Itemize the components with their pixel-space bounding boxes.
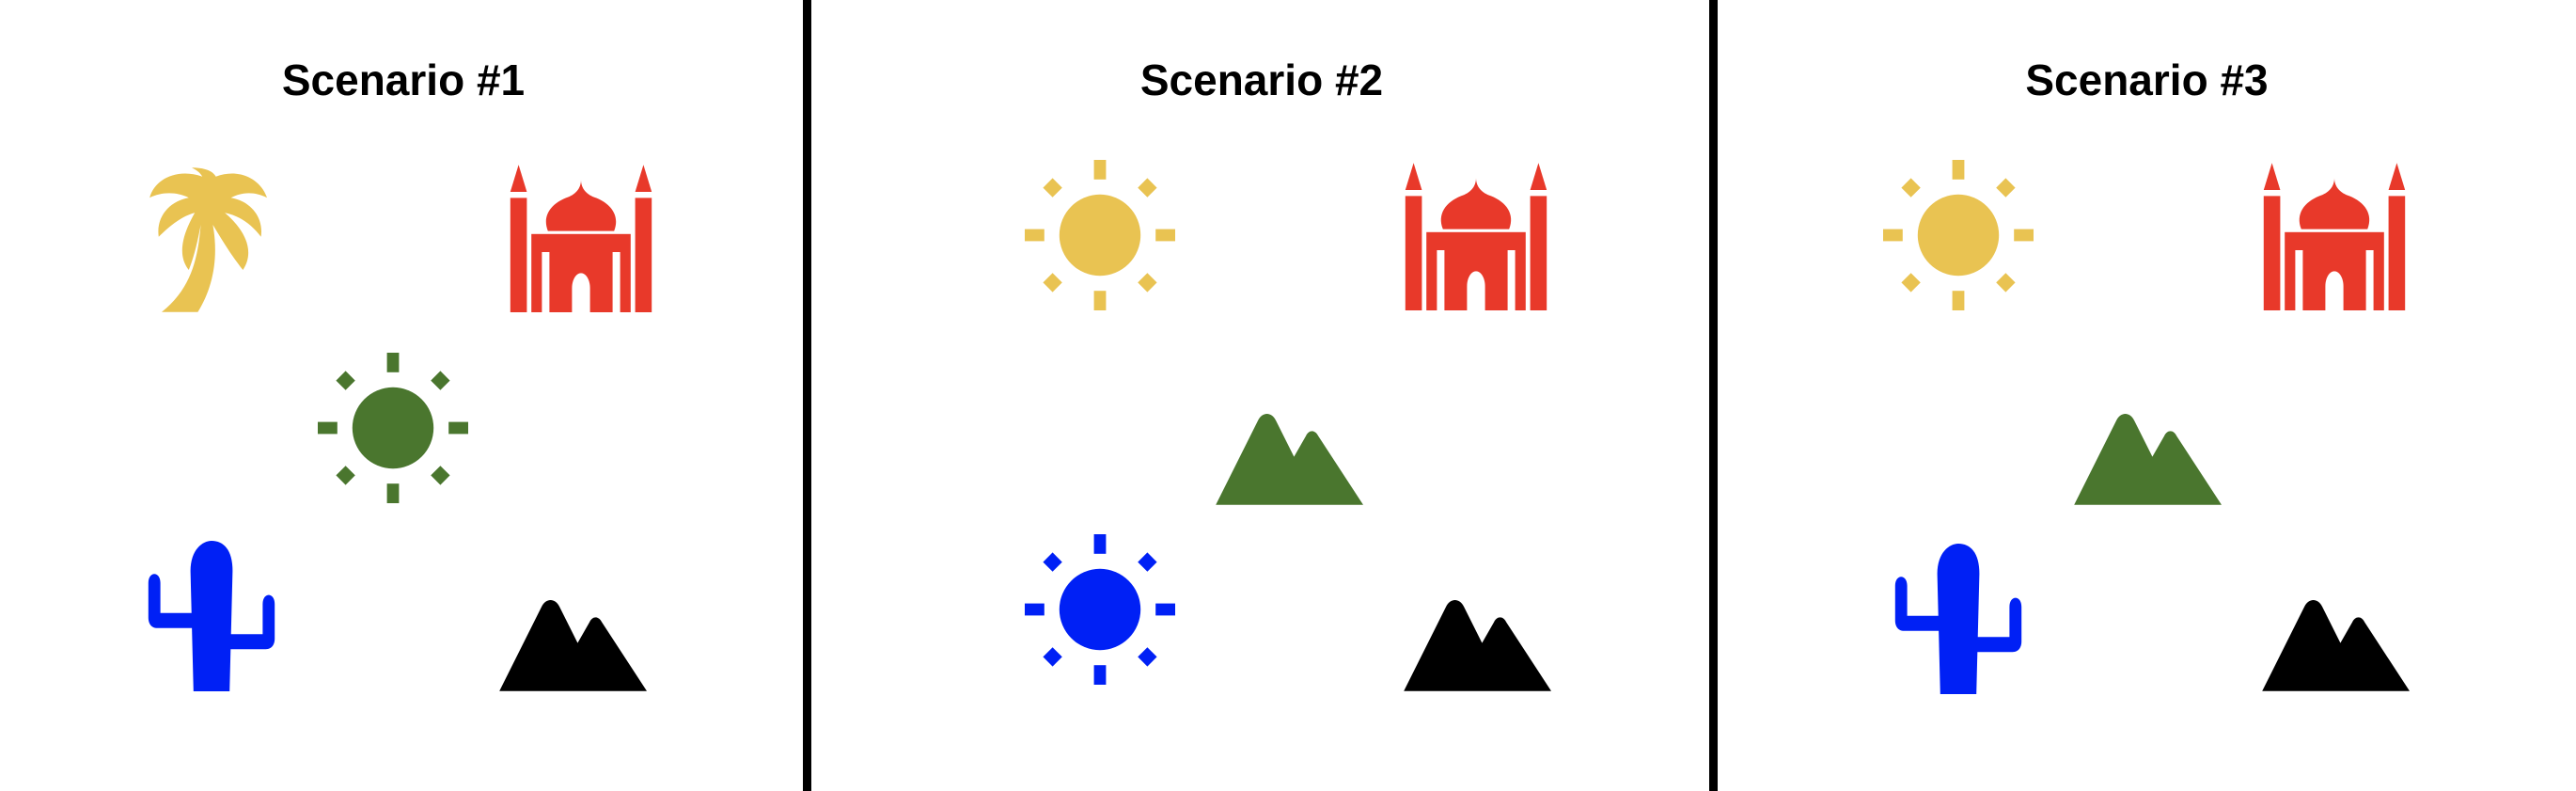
mosque-icon [506, 162, 656, 312]
sun-icon [1025, 160, 1175, 310]
cactus-icon [136, 541, 287, 691]
panel-title: Scenario #3 [2025, 55, 2269, 104]
mountains-icon [2071, 357, 2222, 508]
scenario-panel-2: Scenario #2 [811, 0, 1712, 791]
scenario-panel-3: Scenario #3 [1718, 0, 2576, 791]
sun-icon [1883, 160, 2034, 310]
palm-tree-icon [132, 165, 282, 315]
sun-icon [1025, 534, 1175, 685]
panel-title: Scenario #1 [281, 55, 526, 104]
mountains-icon [2259, 544, 2410, 694]
mosque-icon [2259, 160, 2410, 310]
mountains-icon [1401, 544, 1551, 694]
mosque-icon [1401, 160, 1551, 310]
panel-title: Scenario #2 [1139, 55, 1384, 104]
panel-divider [803, 0, 811, 791]
mountains-icon [496, 544, 647, 694]
panel-divider [1709, 0, 1718, 791]
mountains-icon [1213, 357, 1363, 508]
sun-icon [318, 353, 468, 503]
cactus-icon [1883, 544, 2034, 694]
scenario-panel-1: Scenario #1 [0, 0, 807, 791]
